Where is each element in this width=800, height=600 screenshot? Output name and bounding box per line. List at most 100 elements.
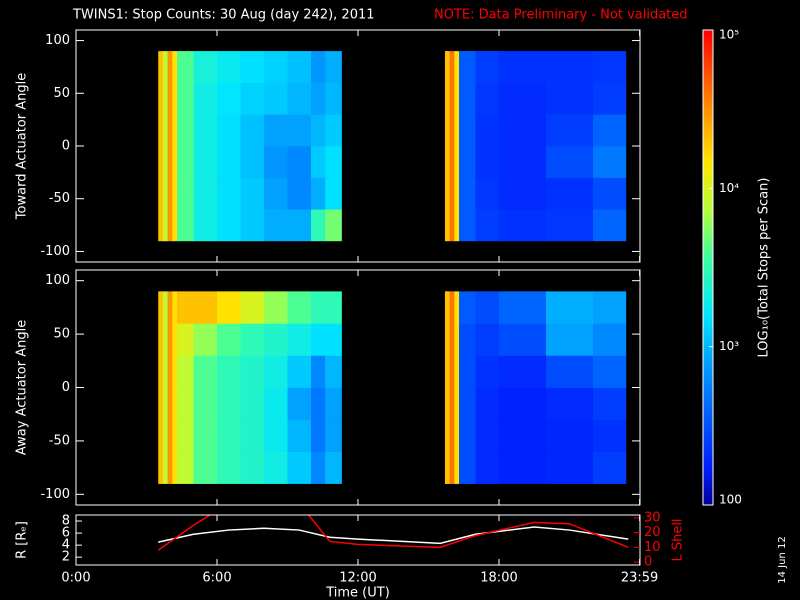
heatmap-cell xyxy=(162,387,168,420)
y-tick-label: -100 xyxy=(40,244,70,259)
heatmap-cell xyxy=(167,291,173,324)
heatmap-cell xyxy=(593,177,627,210)
heatmap-cell xyxy=(193,419,218,452)
heatmap-cell xyxy=(311,146,326,178)
heatmap-cell xyxy=(475,419,500,452)
heatmap-cell xyxy=(162,82,168,115)
heatmap-cell xyxy=(449,419,455,452)
heatmap-cell xyxy=(475,209,500,242)
heatmap-cell xyxy=(177,177,194,210)
heatmap-cell xyxy=(240,291,265,324)
heatmap-cell xyxy=(449,355,455,388)
heatmap-cell xyxy=(167,51,173,84)
heatmap-cell xyxy=(217,355,241,388)
heatmap-cell xyxy=(454,323,460,356)
heatmap-cell xyxy=(158,51,164,84)
heatmap-cell xyxy=(444,146,450,178)
heatmap-cell xyxy=(311,177,326,210)
heatmap-cell xyxy=(217,419,241,452)
heatmap-cell xyxy=(325,82,342,115)
colorbar xyxy=(702,29,714,506)
heatmap-cell xyxy=(499,82,547,115)
heatmap-cell xyxy=(172,82,178,115)
colorbar-tick-label: 10³ xyxy=(719,339,739,353)
heatmap-cell xyxy=(449,451,455,484)
heatmap-cell xyxy=(177,114,194,147)
heatmap-cell xyxy=(454,177,460,210)
y-tick-label: -100 xyxy=(40,487,70,502)
x-tick-label: 23:59 xyxy=(621,571,658,586)
heatmap-cell xyxy=(311,387,326,420)
heatmap-cell xyxy=(546,82,594,115)
heatmap-cell xyxy=(264,114,288,147)
heatmap-cell xyxy=(475,51,500,84)
heatmap-cell xyxy=(158,209,164,242)
heatmap-cell xyxy=(454,51,460,84)
heatmap-cell xyxy=(325,291,342,324)
heatmap-cell xyxy=(172,355,178,388)
note: NOTE: Data Preliminary - Not validated xyxy=(434,8,688,23)
heatmap-cell xyxy=(167,114,173,147)
heatmap-cell xyxy=(217,451,241,484)
heatmap-cell xyxy=(177,419,194,452)
date-stamp: 14 Jun 12 xyxy=(777,536,788,583)
heatmap-cell xyxy=(546,323,594,356)
y-tick-label: -50 xyxy=(49,433,70,448)
heatmap-cell xyxy=(264,291,288,324)
heatmap-cell xyxy=(459,177,476,210)
y2-tick-label: 10 xyxy=(644,540,661,555)
heatmap-cell xyxy=(593,387,627,420)
y-tick-label: -50 xyxy=(49,191,70,206)
heatmap-cell xyxy=(287,82,312,115)
heatmap-cell xyxy=(193,355,218,388)
heatmap-cell xyxy=(217,209,241,242)
heatmap-cell xyxy=(172,114,178,147)
heatmap-cell xyxy=(459,291,476,324)
heatmap-cell xyxy=(172,51,178,84)
heatmap-cell xyxy=(311,451,326,484)
heatmap-cell xyxy=(172,387,178,420)
heatmap-cell xyxy=(264,419,288,452)
y-tick-label: 100 xyxy=(45,33,70,48)
heatmap-cell xyxy=(444,355,450,388)
heatmap-cell xyxy=(167,355,173,388)
y-axis-label: R [Rₑ] xyxy=(15,521,30,559)
heatmap-cell xyxy=(177,146,194,178)
heatmap-cell xyxy=(240,51,265,84)
x-tick-label: 18:00 xyxy=(480,571,517,586)
heatmap-cell xyxy=(162,177,168,210)
data-line xyxy=(157,515,629,551)
heatmap-cell xyxy=(264,82,288,115)
heatmap-cell xyxy=(287,114,312,147)
y-axis-label: Toward Actuator Angle xyxy=(15,73,30,220)
heatmap-cell xyxy=(162,114,168,147)
heatmap-cell xyxy=(162,451,168,484)
line-group xyxy=(157,515,629,551)
heatmap-cell xyxy=(287,387,312,420)
heatmap-cell xyxy=(264,146,288,178)
heatmap-cell xyxy=(499,323,547,356)
heatmap-cell xyxy=(325,387,342,420)
heatmap-cell xyxy=(449,387,455,420)
heatmap-cell xyxy=(593,291,627,324)
heatmap-cell xyxy=(177,323,194,356)
x-tick-label: 0:00 xyxy=(61,571,90,586)
heatmap-cell xyxy=(444,419,450,452)
heatmap-cell xyxy=(449,323,455,356)
y-tick-label: 50 xyxy=(53,327,70,342)
heatmap-cell xyxy=(167,146,173,178)
heatmap-cell xyxy=(177,387,194,420)
heatmap-cell xyxy=(162,323,168,356)
heatmap-cell xyxy=(287,451,312,484)
heatmap-cell xyxy=(217,323,241,356)
heatmap-cell xyxy=(172,146,178,178)
heatmap-cell xyxy=(459,146,476,178)
heatmap-cell xyxy=(325,51,342,84)
heatmap-cell xyxy=(546,451,594,484)
heatmap-cell xyxy=(454,419,460,452)
heatmap-cell xyxy=(287,177,312,210)
heatmap-cell xyxy=(593,82,627,115)
heatmap-cell xyxy=(158,114,164,147)
y-tick-label: 6 xyxy=(62,526,70,541)
heatmap-cell xyxy=(449,209,455,242)
